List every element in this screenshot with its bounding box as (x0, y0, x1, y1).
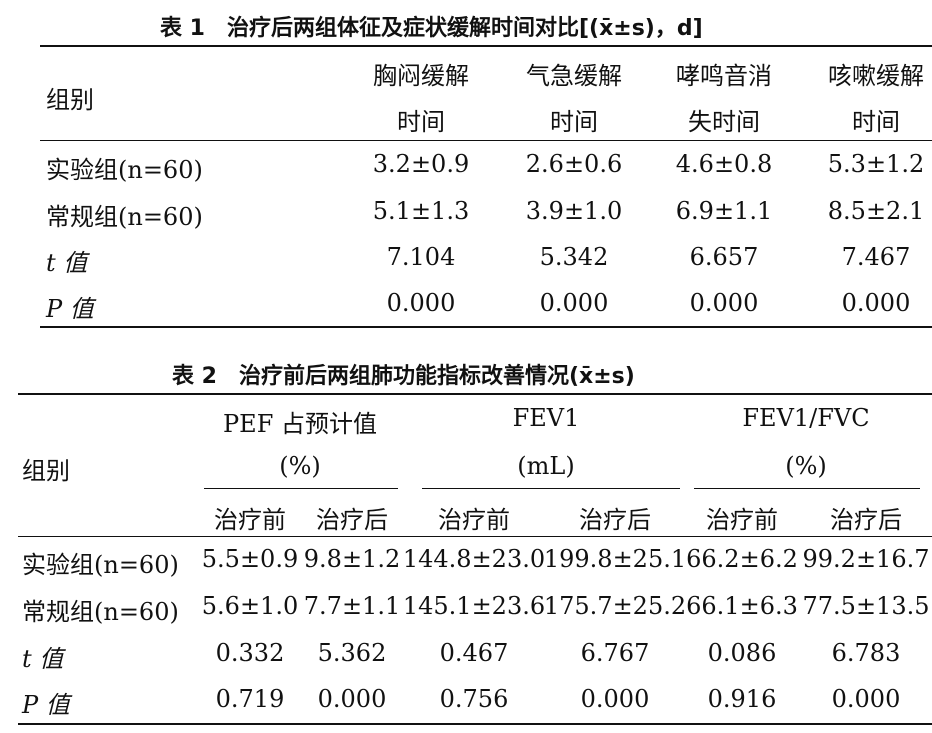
table2-cell: 0.756 (439, 685, 509, 713)
table2-subheader: 治疗后 (579, 506, 651, 534)
table2-group3-unit: (%) (785, 452, 827, 480)
table2-row2-label: 常规组(n=60) (22, 598, 179, 626)
table2-cell: 0.332 (215, 639, 285, 667)
table2-cell: 6.783 (831, 639, 901, 667)
table1-col2-line1: 气急缓解 (526, 62, 622, 90)
table2-title: 表 2 治疗前后两组肺功能指标改善情况(x̄±s) (172, 364, 635, 389)
table2-bottom-rule (18, 723, 932, 725)
table1-cell: 2.6±0.6 (525, 150, 623, 178)
table2-group1-name: PEF 占预计值 (223, 410, 377, 438)
table2-group1-rule (204, 488, 398, 489)
table2-header-rule (18, 536, 932, 537)
table1-cell: 7.104 (386, 243, 456, 271)
table1-bottom-rule (40, 326, 932, 328)
table1-row-header: 组别 (46, 86, 94, 114)
table1-cell: 0.000 (386, 289, 456, 317)
table2-cell: 0.467 (439, 639, 509, 667)
table2-cell: 77.5±13.5 (802, 592, 930, 620)
table2-cell: 6.767 (580, 639, 650, 667)
table2-cell: 7.7±1.1 (303, 592, 401, 620)
table1-cell: 7.467 (841, 243, 911, 271)
table2-cell: 0.719 (215, 685, 285, 713)
table1-cell: 0.000 (689, 289, 759, 317)
table2-group2-name: FEV1 (512, 404, 580, 432)
table1-title: 表 1 治疗后两组体征及症状缓解时间对比[(x̄±s)，d] (160, 16, 703, 41)
table1-cell: 4.6±0.8 (675, 150, 773, 178)
table2-cell: 0.000 (831, 685, 901, 713)
table1-row4-label: P 值 (46, 295, 94, 323)
table2-subheader: 治疗后 (316, 506, 388, 534)
table2-cell: 99.2±16.7 (802, 545, 930, 573)
table2-cell: 0.000 (317, 685, 387, 713)
table2-group1-unit: (%) (279, 452, 321, 480)
table1-col4-line2: 时间 (852, 108, 900, 136)
table2-cell: 175.7±25.2 (543, 592, 687, 620)
table2-top-rule (18, 393, 932, 395)
table2-cell: 66.2±6.2 (686, 545, 798, 573)
table2-subheader: 治疗前 (214, 506, 286, 534)
table1-cell: 5.1±1.3 (372, 197, 470, 225)
table2-cell: 5.362 (317, 639, 387, 667)
table2-cell: 0.000 (580, 685, 650, 713)
table2-cell: 9.8±1.2 (303, 545, 401, 573)
table1-cell: 0.000 (539, 289, 609, 317)
table2-cell: 66.1±6.3 (686, 592, 798, 620)
table2-cell: 5.5±0.9 (201, 545, 299, 573)
table1-cell: 5.3±1.2 (827, 150, 925, 178)
table1-header-rule (40, 140, 932, 141)
table1-cell: 0.000 (841, 289, 911, 317)
table1-col3-line1: 哮鸣音消 (676, 62, 772, 90)
table1-col4-line1: 咳嗽缓解 (828, 62, 924, 90)
table2-group3-name: FEV1/FVC (742, 404, 870, 432)
table2-cell: 145.1±23.6 (402, 592, 546, 620)
table2-row3-label: t 值 (22, 645, 64, 673)
table2-group2-unit: (mL) (517, 452, 575, 480)
table2-subheader: 治疗前 (706, 506, 778, 534)
table1-col1-line1: 胸闷缓解 (373, 62, 469, 90)
table1-cell: 8.5±2.1 (827, 197, 925, 225)
table2-row-header: 组别 (22, 457, 70, 485)
table2-cell: 0.086 (707, 639, 777, 667)
table1-row3-label: t 值 (46, 249, 88, 277)
table1-col2-line2: 时间 (550, 108, 598, 136)
table2-row4-label: P 值 (22, 691, 70, 719)
table1-col1-line2: 时间 (397, 108, 445, 136)
table2-subheader: 治疗前 (438, 506, 510, 534)
table1-cell: 6.9±1.1 (675, 197, 773, 225)
table1-col3-line2: 失时间 (688, 108, 760, 136)
table2-cell: 5.6±1.0 (201, 592, 299, 620)
table2-cell: 144.8±23.0 (402, 545, 546, 573)
table2-row1-label: 实验组(n=60) (22, 551, 179, 579)
table1-cell: 3.2±0.9 (372, 150, 470, 178)
table1-row2-label: 常规组(n=60) (46, 203, 203, 231)
table2-cell: 0.916 (707, 685, 777, 713)
table2-group2-rule (422, 488, 680, 489)
table1-cell: 5.342 (539, 243, 609, 271)
table1-cell: 6.657 (689, 243, 759, 271)
table2-subheader: 治疗后 (830, 506, 902, 534)
table2-cell: 199.8±25.1 (543, 545, 687, 573)
table2-group3-rule (694, 488, 920, 489)
table1-top-rule (40, 45, 932, 47)
table1-cell: 3.9±1.0 (525, 197, 623, 225)
table1-row1-label: 实验组(n=60) (46, 156, 203, 184)
